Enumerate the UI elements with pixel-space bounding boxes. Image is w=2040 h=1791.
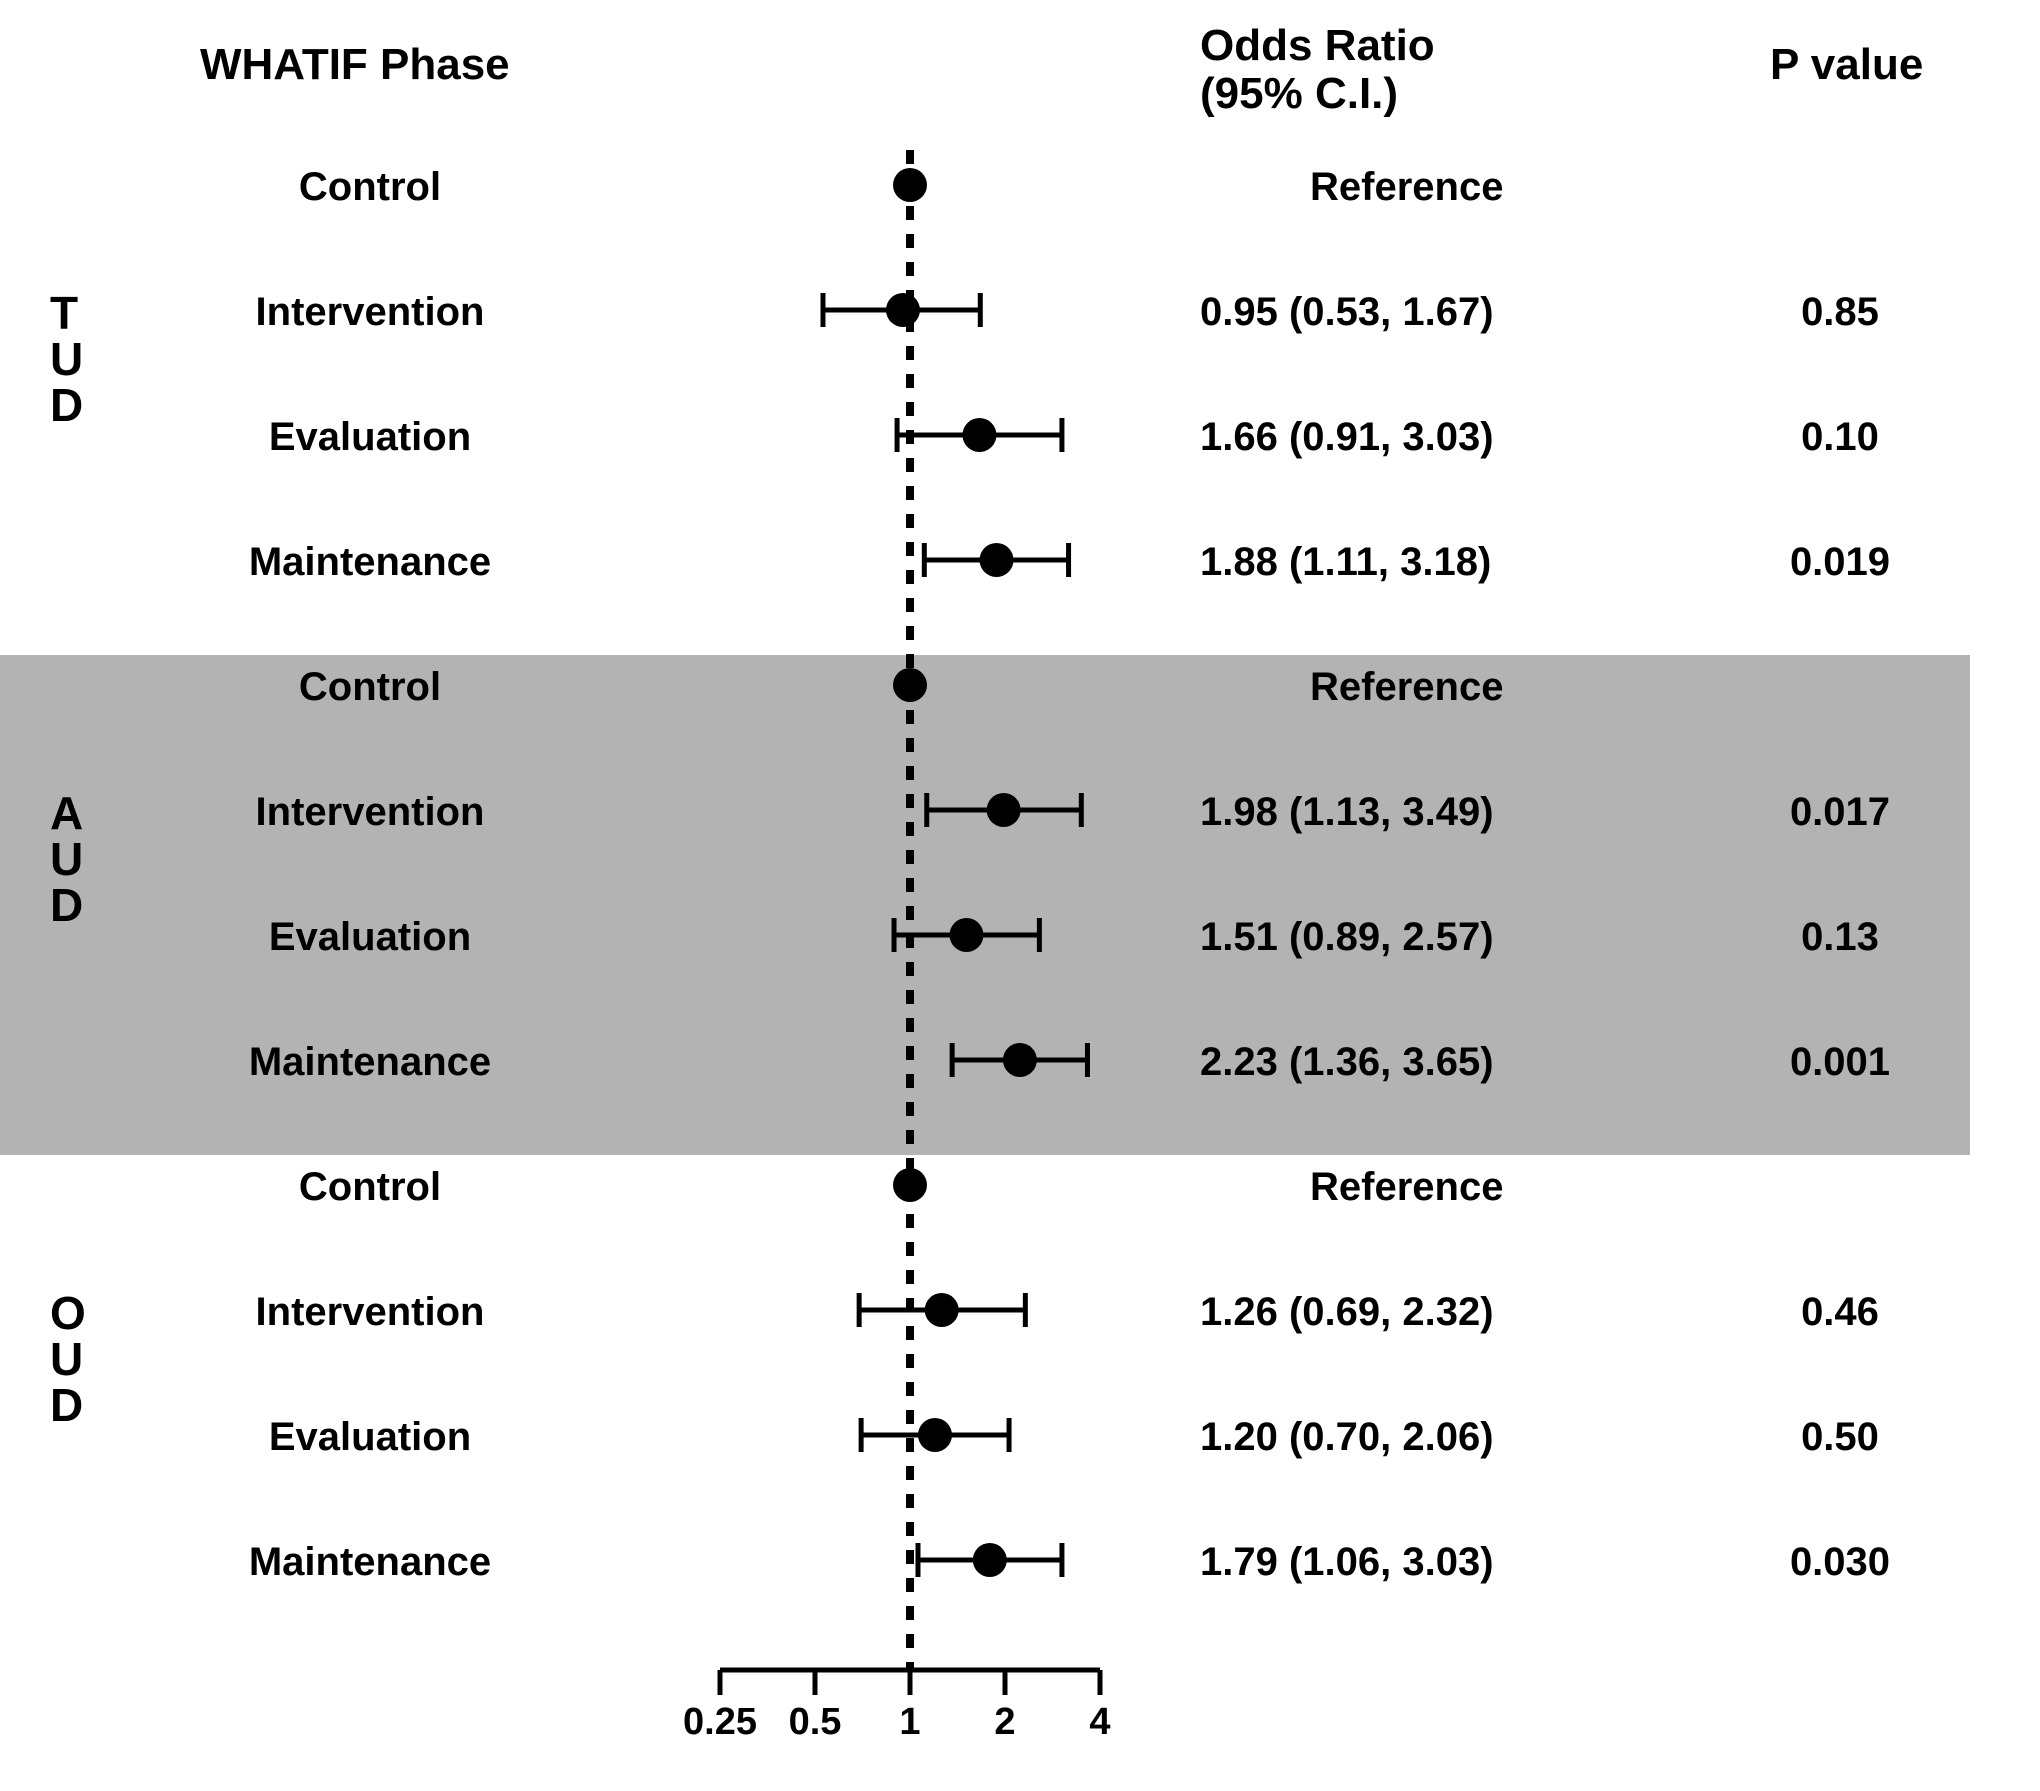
or-reference: Reference [1310,665,1503,710]
x-tick-label: 4 [1040,1701,1160,1744]
group-letter: U [50,1336,86,1382]
p-value: 0.46 [1750,1290,1930,1335]
group-letter: D [50,882,83,928]
group-letter: D [50,382,83,428]
or-value: 1.26 (0.69, 2.32) [1200,1290,1494,1335]
phase-label: Evaluation [210,1415,530,1460]
point-marker [980,543,1014,577]
p-value: 0.001 [1750,1040,1930,1085]
or-value: 1.20 (0.70, 2.06) [1200,1415,1494,1460]
group-letter: A [50,790,83,836]
point-marker [918,1418,952,1452]
group-letter: D [50,1382,86,1428]
point-marker [886,293,920,327]
phase-label: Intervention [210,1290,530,1335]
phase-label: Control [210,165,530,210]
phase-label: Intervention [210,790,530,835]
p-value: 0.85 [1750,290,1930,335]
point-marker [949,918,983,952]
group-letter: U [50,836,83,882]
phase-label: Evaluation [210,915,530,960]
or-value: 1.51 (0.89, 2.57) [1200,915,1494,960]
phase-label: Maintenance [210,1540,530,1585]
group-letter: T [50,290,83,336]
phase-label: Control [210,1165,530,1210]
or-value: 1.88 (1.11, 3.18) [1200,540,1491,585]
phase-label: Evaluation [210,415,530,460]
point-marker [987,793,1021,827]
p-value: 0.13 [1750,915,1930,960]
point-marker [973,1543,1007,1577]
or-value: 1.98 (1.13, 3.49) [1200,790,1494,835]
group-letter: U [50,336,83,382]
plot-svg [0,0,2040,1791]
p-value: 0.019 [1750,540,1930,585]
point-marker [1003,1043,1037,1077]
or-value: 2.23 (1.36, 3.65) [1200,1040,1494,1085]
point-marker [893,668,927,702]
point-marker [925,1293,959,1327]
p-value: 0.030 [1750,1540,1930,1585]
or-value: 1.66 (0.91, 3.03) [1200,415,1494,460]
or-reference: Reference [1310,165,1503,210]
phase-label: Maintenance [210,1040,530,1085]
p-value: 0.10 [1750,415,1930,460]
phase-label: Maintenance [210,540,530,585]
group-letter: O [50,1290,86,1336]
phase-label: Intervention [210,290,530,335]
group-label-aud: AUD [50,790,83,928]
phase-label: Control [210,665,530,710]
group-label-tud: TUD [50,290,83,428]
point-marker [893,168,927,202]
p-value: 0.017 [1750,790,1930,835]
group-label-oud: OUD [50,1290,86,1428]
or-value: 0.95 (0.53, 1.67) [1200,290,1494,335]
or-reference: Reference [1310,1165,1503,1210]
p-value: 0.50 [1750,1415,1930,1460]
forest-plot: WHATIF PhaseOdds Ratio(95% C.I.)P valueT… [0,0,2040,1791]
point-marker [962,418,996,452]
or-value: 1.79 (1.06, 3.03) [1200,1540,1494,1585]
point-marker [893,1168,927,1202]
